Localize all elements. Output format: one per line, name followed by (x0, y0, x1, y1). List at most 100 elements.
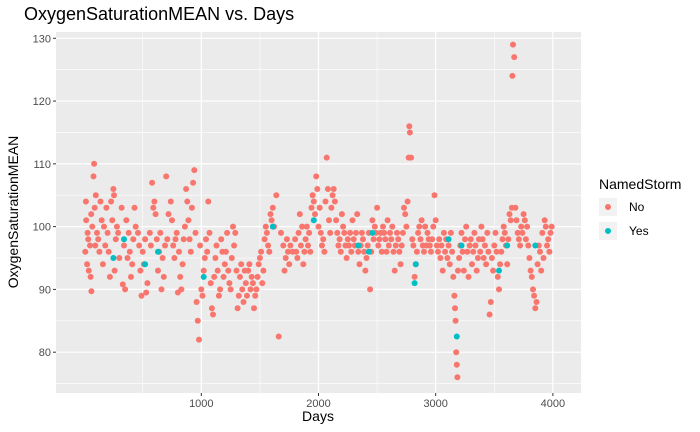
point-no (115, 229, 122, 236)
point-no (534, 261, 541, 268)
point-yes (200, 273, 207, 280)
point-no (401, 204, 407, 211)
point-no (331, 198, 338, 205)
point-no (265, 242, 272, 249)
point-no (178, 286, 185, 293)
point-no (105, 248, 112, 255)
point-no (125, 229, 132, 236)
point-no (479, 236, 486, 243)
point-no (396, 248, 403, 255)
point-no (251, 305, 257, 312)
point-no (459, 248, 466, 255)
legend-label-yes: Yes (629, 224, 649, 238)
point-no (327, 229, 334, 236)
point-no (197, 242, 204, 249)
point-no (506, 211, 513, 218)
point-no (487, 299, 494, 305)
point-no (333, 217, 340, 224)
point-no (530, 286, 536, 293)
point-no (539, 229, 546, 236)
point-no (111, 267, 118, 274)
point-no (540, 255, 547, 261)
point-no (330, 186, 337, 192)
point-no (132, 223, 139, 230)
point-no (240, 299, 247, 305)
point-no (521, 217, 528, 224)
point-no (159, 255, 166, 261)
point-no (430, 223, 437, 230)
point-yes (269, 223, 276, 230)
point-no (382, 236, 389, 243)
y-axis-ticks: 80 90 100 110 120 130 (33, 33, 56, 359)
point-no (201, 255, 208, 261)
point-no (163, 173, 170, 180)
point-no (235, 292, 242, 299)
point-no (320, 236, 327, 243)
point-no (273, 192, 280, 199)
point-no (450, 273, 457, 280)
point-no (238, 261, 245, 268)
point-no (306, 229, 313, 236)
point-no (295, 229, 302, 236)
y-tick-label: 130 (33, 33, 51, 45)
point-no (263, 229, 270, 236)
point-no (146, 229, 153, 236)
point-no (354, 211, 361, 218)
point-no (513, 217, 520, 224)
point-no (488, 255, 495, 261)
point-no (83, 217, 90, 224)
point-no (259, 280, 266, 287)
point-no (481, 242, 488, 249)
point-no (129, 261, 136, 268)
point-no (101, 223, 107, 230)
point-no (500, 223, 507, 230)
point-no (445, 242, 452, 249)
point-no (255, 261, 262, 268)
point-no (109, 217, 116, 224)
point-yes (458, 242, 465, 249)
point-no (361, 248, 368, 255)
point-no (413, 248, 420, 255)
point-no (122, 286, 129, 293)
point-no (82, 248, 89, 255)
legend-title: NamedStorm (599, 176, 681, 192)
point-no (199, 292, 206, 299)
point-no (509, 72, 516, 79)
point-no (492, 229, 499, 236)
point-no (546, 248, 553, 255)
point-yes (411, 280, 418, 287)
point-no (245, 267, 252, 274)
point-no (215, 292, 222, 299)
point-no (470, 248, 477, 255)
point-yes (412, 261, 419, 268)
point-no (157, 229, 164, 236)
point-no (162, 242, 168, 249)
point-no (246, 261, 253, 268)
point-no (404, 198, 411, 205)
point-no (303, 223, 310, 230)
point-no (91, 160, 98, 167)
point-no (490, 267, 497, 274)
point-no (103, 204, 110, 211)
point-no (449, 248, 456, 255)
point-no (435, 248, 441, 255)
y-tick-label: 100 (33, 222, 51, 234)
point-no (192, 229, 199, 236)
point-no (226, 280, 233, 287)
point-no (466, 242, 473, 249)
point-no (164, 236, 171, 243)
legend: NamedStorm No Yes (599, 176, 681, 240)
point-no (165, 211, 172, 218)
point-no (152, 211, 159, 218)
point-no (232, 229, 239, 236)
point-no (155, 267, 161, 274)
point-no (514, 229, 521, 236)
point-no (439, 267, 446, 274)
point-no (453, 349, 460, 356)
point-no (391, 267, 398, 274)
point-no (139, 248, 146, 255)
point-no (511, 54, 518, 61)
point-no (334, 229, 341, 236)
x-tick-label: 3000 (423, 398, 447, 410)
point-no (390, 248, 397, 255)
